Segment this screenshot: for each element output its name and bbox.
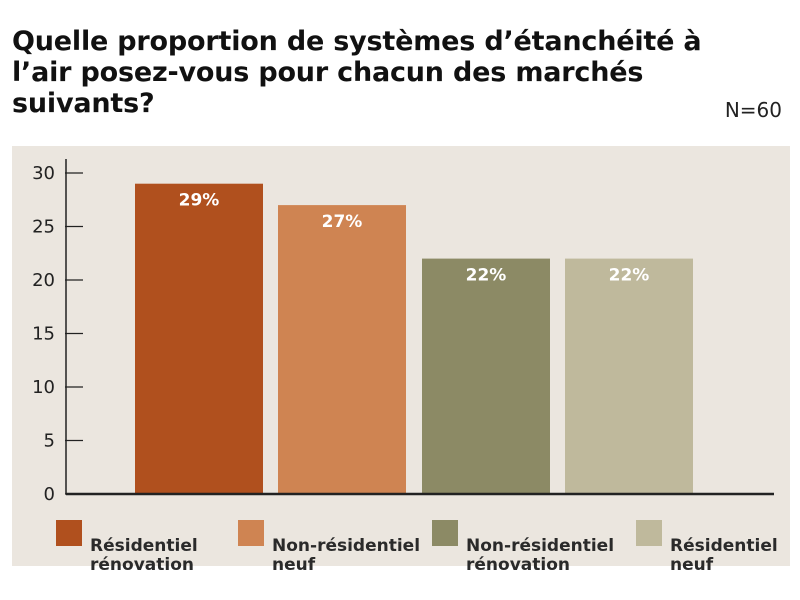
legend-item-non-residentiel-neuf: Non-résidentiel neuf	[238, 518, 420, 594]
bar-0	[135, 183, 263, 494]
legend-item-residentiel-neuf: Résidentiel neuf	[636, 518, 778, 594]
legend-label: Résidentiel rénovation	[90, 536, 198, 575]
bar-3	[565, 258, 693, 494]
legend-swatch	[56, 520, 82, 546]
y-tick-label: 25	[32, 217, 55, 238]
bar-2	[422, 258, 550, 494]
legend-item-non-residentiel-renovation: Non-résidentiel rénovation	[432, 518, 614, 594]
y-tick-label: 5	[44, 431, 55, 452]
bar-chart: 29% 27% 22% 22% 0 5 10 15 20 25 30	[32, 159, 774, 505]
y-tick-label: 10	[32, 377, 55, 398]
y-tick-label: 20	[32, 270, 55, 291]
sample-size-label: N=60	[724, 98, 782, 122]
bar-value-label: 29%	[179, 191, 220, 211]
chart-legend: Résidentiel rénovation Non-résidentiel neu…	[12, 516, 790, 575]
legend-label: Non-résidentiel rénovation	[466, 536, 615, 575]
bar-1	[278, 205, 406, 494]
y-tick-label: 15	[32, 324, 55, 345]
chart-title: Quelle proportion de systèmes d’étanchéi…	[12, 26, 702, 119]
y-tick-label: 30	[32, 163, 55, 184]
legend-label: Non-résidentiel neuf	[272, 536, 421, 575]
bar-value-label: 27%	[322, 212, 363, 232]
legend-item-residentiel-renovation: Résidentiel rénovation	[56, 518, 198, 594]
bar-value-label: 22%	[609, 266, 650, 286]
legend-swatch	[238, 520, 264, 546]
legend-label: Résidentiel neuf	[670, 536, 778, 575]
legend-swatch	[432, 520, 458, 546]
y-tick-label: 0	[44, 484, 55, 505]
legend-swatch	[636, 520, 662, 546]
bar-value-label: 22%	[466, 266, 507, 286]
chart-panel: 29% 27% 22% 22% 0 5 10 15 20 25 30 Résidentiel réno…	[12, 146, 790, 575]
